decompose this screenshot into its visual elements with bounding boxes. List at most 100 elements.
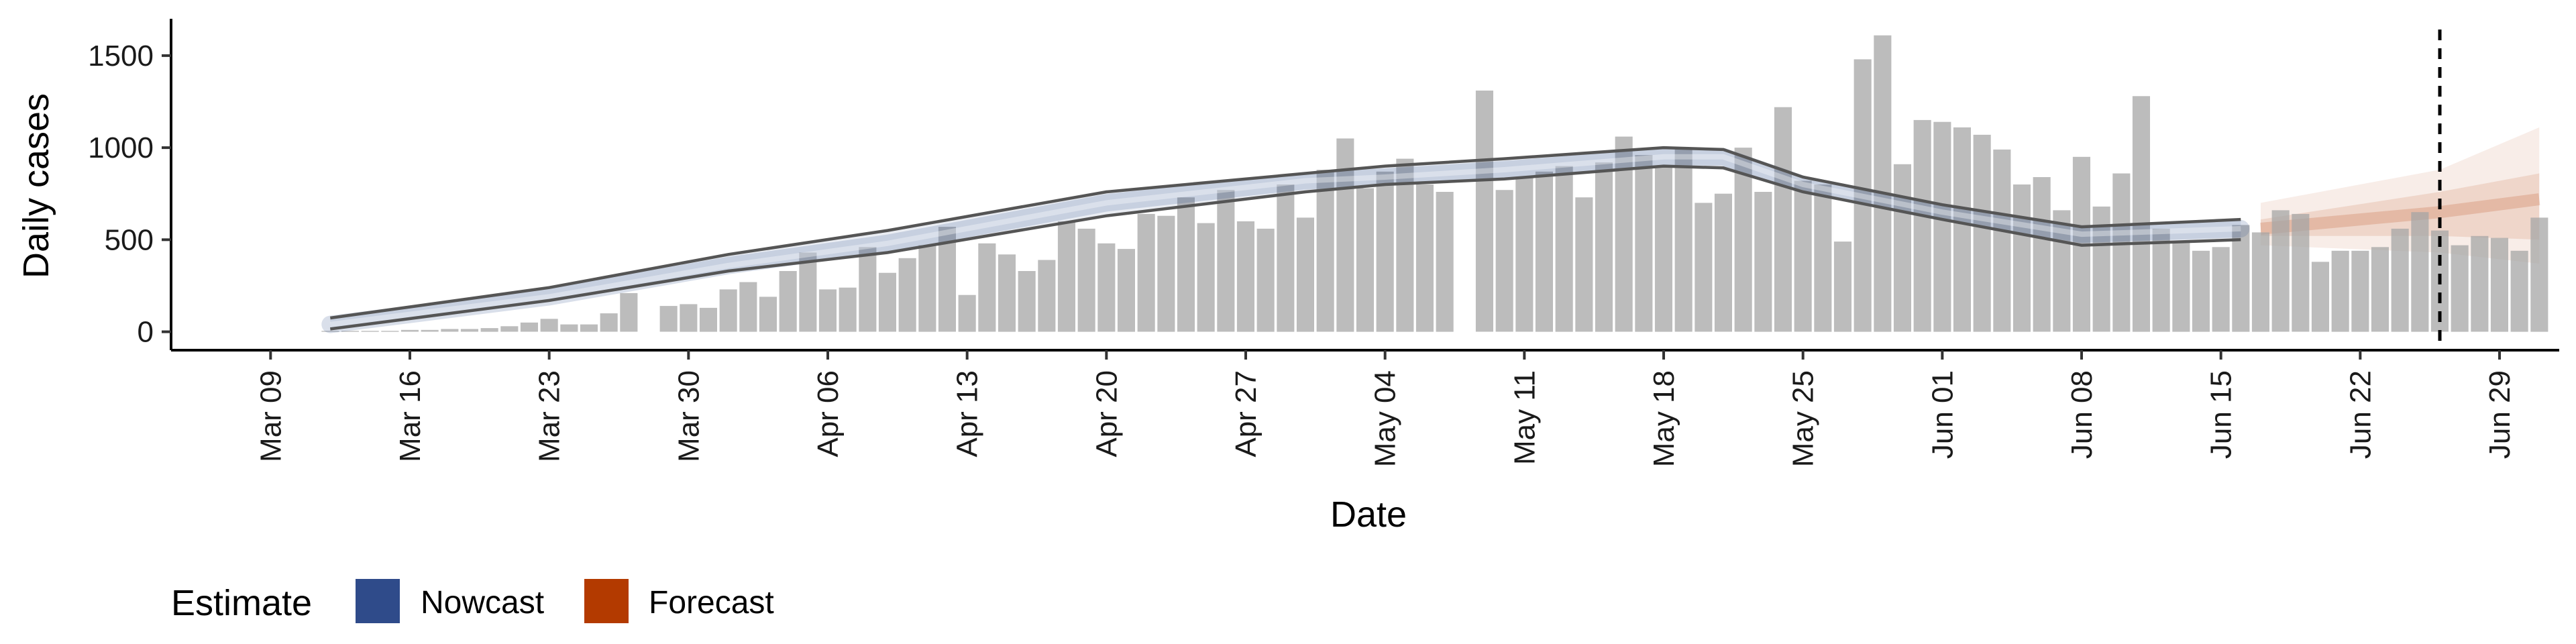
y-tick-label: 1500 bbox=[88, 40, 154, 72]
daily-cases-bar bbox=[1993, 149, 2011, 332]
daily-cases-bar bbox=[580, 324, 598, 332]
daily-cases-bar bbox=[2132, 96, 2150, 332]
daily-cases-bar bbox=[600, 313, 618, 332]
nowcast-bands bbox=[321, 146, 2250, 333]
daily-cases-bar bbox=[1833, 241, 1851, 332]
daily-cases-bar bbox=[2510, 250, 2528, 332]
y-tick-label: 500 bbox=[105, 223, 154, 256]
legend-label-forecast: Forecast bbox=[649, 585, 774, 621]
daily-cases-bar bbox=[1038, 260, 1056, 332]
daily-cases-bar bbox=[2411, 212, 2429, 332]
daily-cases-bar bbox=[1754, 192, 1772, 332]
daily-cases-bar bbox=[1913, 119, 1931, 332]
daily-cases-bar bbox=[1277, 184, 1295, 332]
x-tick-label: Apr 06 bbox=[812, 370, 845, 458]
daily-cases-bar bbox=[1137, 213, 1155, 332]
daily-cases-bar bbox=[1654, 166, 1672, 332]
daily-cases-bar bbox=[1117, 249, 1135, 332]
legend-label-nowcast: Nowcast bbox=[421, 585, 544, 621]
forecast-outer-band bbox=[2261, 127, 2540, 264]
daily-cases-bar bbox=[2012, 184, 2031, 332]
daily-cases-bar bbox=[998, 254, 1016, 332]
daily-cases-bar bbox=[978, 243, 996, 332]
daily-cases-bar bbox=[460, 329, 478, 332]
daily-cases-bar bbox=[1814, 184, 1832, 332]
daily-cases-bar bbox=[620, 292, 638, 332]
x-tick-label: Apr 27 bbox=[1230, 370, 1263, 458]
daily-cases-bar bbox=[659, 306, 678, 332]
daily-cases-bar bbox=[2172, 241, 2190, 332]
daily-cases-bar bbox=[2471, 235, 2489, 332]
daily-cases-bar bbox=[1953, 127, 1971, 332]
daily-cases-bar bbox=[1236, 221, 1254, 332]
daily-cases-bar bbox=[2271, 210, 2290, 332]
nowcast-median-band bbox=[321, 148, 2250, 333]
x-tick-label: Jun 01 bbox=[1926, 370, 1959, 459]
daily-cases-bar bbox=[1396, 158, 1414, 332]
daily-cases-bar bbox=[2152, 228, 2170, 332]
daily-cases-bar bbox=[1635, 155, 1653, 332]
daily-cases-bar bbox=[2351, 250, 2369, 332]
daily-cases-bar bbox=[1495, 190, 1513, 332]
y-axis-title: Daily cases bbox=[16, 93, 56, 278]
daily-cases-bar bbox=[799, 252, 817, 332]
forecast-median bbox=[2260, 193, 2540, 235]
daily-cases-bar bbox=[839, 287, 857, 332]
forecast-inner-band bbox=[2261, 173, 2540, 240]
x-tick-label: Mar 09 bbox=[254, 370, 287, 462]
daily-cases-bar bbox=[2192, 250, 2210, 332]
daily-cases-bar bbox=[1177, 197, 1195, 332]
daily-cases-bar bbox=[1714, 193, 1732, 332]
daily-cases-bar bbox=[1933, 121, 1951, 332]
x-tick-label: May 04 bbox=[1369, 370, 1402, 467]
daily-cases-bar bbox=[2112, 173, 2131, 332]
daily-cases-bar bbox=[2490, 237, 2508, 332]
daily-cases-bar bbox=[480, 328, 498, 332]
daily-cases-bar bbox=[400, 329, 419, 332]
daily-cases-bar bbox=[2451, 245, 2469, 332]
daily-cases-bar bbox=[1575, 197, 1593, 332]
daily-cases-bar bbox=[1157, 215, 1175, 332]
daily-cases-bar bbox=[818, 289, 837, 332]
daily-cases-bar bbox=[719, 289, 737, 332]
daily-cases-bar bbox=[2212, 247, 2230, 332]
daily-cases-bar bbox=[1415, 184, 1434, 332]
x-tick-label: Mar 30 bbox=[672, 370, 705, 462]
daily-cases-bar bbox=[1874, 35, 1892, 332]
legend: Estimate Nowcast Forecast bbox=[171, 579, 774, 623]
daily-cases-bar bbox=[1973, 134, 1991, 332]
daily-cases-bar bbox=[1376, 171, 1394, 332]
nowcast-upper-line bbox=[329, 146, 2241, 320]
legend-title: Estimate bbox=[171, 583, 312, 623]
daily-cases-bar bbox=[918, 245, 936, 332]
daily-cases-bar bbox=[1197, 223, 1215, 332]
daily-cases-bar bbox=[2232, 225, 2250, 332]
daily-cases-bar bbox=[2311, 262, 2329, 332]
x-tick-label: May 11 bbox=[1508, 370, 1541, 465]
nowcast-median bbox=[329, 154, 2241, 327]
daily-cases-bar bbox=[2053, 210, 2071, 332]
daily-cases-bar bbox=[1774, 107, 1792, 332]
daily-cases-bar bbox=[699, 307, 717, 332]
legend-swatch-forecast bbox=[584, 579, 629, 623]
daily-cases-bar bbox=[560, 324, 578, 332]
daily-cases-bar bbox=[2251, 232, 2269, 332]
daily-cases-bar bbox=[1436, 192, 1454, 332]
daily-cases-bar bbox=[421, 329, 439, 332]
daily-cases-bar bbox=[441, 329, 459, 332]
daily-cases-bar bbox=[2530, 217, 2548, 332]
daily-cases-bar bbox=[500, 326, 519, 332]
x-tick-label: Apr 20 bbox=[1090, 370, 1123, 458]
daily-cases-bar bbox=[898, 258, 916, 332]
x-tick-label: May 25 bbox=[1787, 370, 1820, 467]
daily-cases-bar bbox=[1794, 180, 1812, 332]
daily-cases-bar bbox=[759, 297, 777, 332]
legend-swatch-nowcast bbox=[356, 579, 400, 623]
x-tick-label: Mar 23 bbox=[533, 370, 566, 462]
daily-cases-bar bbox=[540, 319, 558, 332]
axes: 0 500 1000 1500 Mar 09 Mar 16 Mar 23 Mar 30 Apr … bbox=[88, 19, 2559, 467]
daily-cases-bar bbox=[1555, 166, 1573, 332]
daily-cases-bar bbox=[1077, 228, 1095, 332]
daily-cases-bar bbox=[1316, 170, 1334, 332]
x-tick-label: Jun 29 bbox=[2483, 370, 2516, 459]
